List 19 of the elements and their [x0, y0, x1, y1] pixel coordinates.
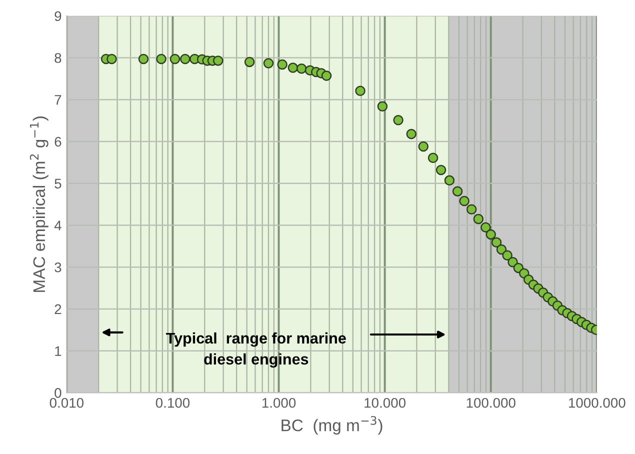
y-tick-label: 7	[54, 95, 62, 105]
x-tick-label: 10.000	[364, 398, 406, 408]
y-tick-label: 8	[54, 53, 62, 63]
y-tick-label: 6	[54, 136, 62, 147]
x-tick-label: 1000.000	[568, 398, 626, 408]
x-tick-label: 0.010	[50, 398, 84, 408]
y-tick-label: 5	[54, 178, 62, 189]
y-tick-label: 3	[54, 262, 62, 272]
y-tick-label: 2	[54, 304, 62, 314]
x-tick-label: 1.000	[262, 398, 296, 408]
x-tick-label: 100.000	[466, 398, 516, 408]
y-tick-label: 4	[54, 220, 62, 230]
y-axis-title: MAC empirical (m$^{2}$ g$^{−1}$)	[30, 116, 48, 292]
x-tick-label: 0.100	[156, 398, 190, 408]
y-tick-label: 0	[54, 388, 62, 398]
y-tick-label: 1	[55, 346, 62, 356]
band-label: Typical range for marine diesel engines	[166, 332, 346, 368]
y-tick-label: 9	[54, 11, 62, 22]
x-axis-title: BC (mg m$^{−3}$)	[282, 416, 382, 435]
